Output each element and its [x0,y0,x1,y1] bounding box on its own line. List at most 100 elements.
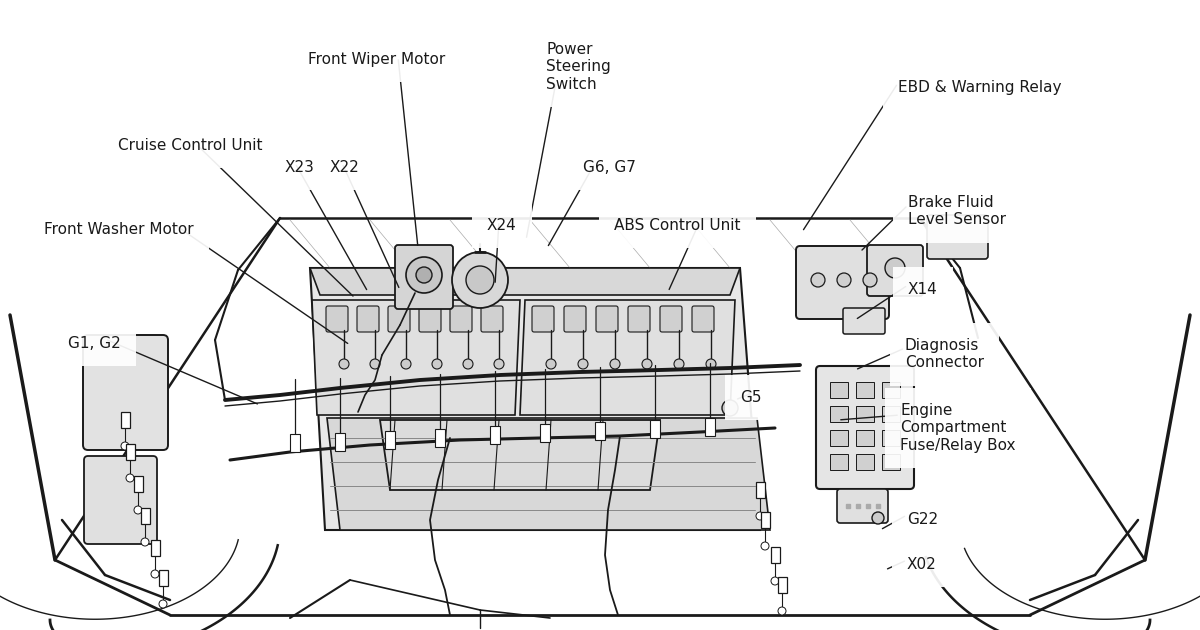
FancyBboxPatch shape [816,366,914,489]
Circle shape [642,359,652,369]
Bar [830,382,848,398]
FancyBboxPatch shape [83,335,168,450]
Bar [830,454,848,470]
Bar [335,433,346,450]
FancyBboxPatch shape [450,306,472,332]
Circle shape [761,542,769,550]
Circle shape [722,400,738,416]
Text: X22: X22 [330,160,360,175]
Bar [761,512,770,528]
Text: Brake Fluid
Level Sensor: Brake Fluid Level Sensor [908,195,1006,227]
Bar [595,422,605,440]
Polygon shape [326,418,770,530]
Circle shape [494,359,504,369]
Circle shape [838,273,851,287]
Bar [856,406,874,422]
Circle shape [772,577,779,585]
Polygon shape [520,300,734,415]
Bar [385,430,395,449]
FancyBboxPatch shape [928,215,988,259]
Circle shape [142,538,149,546]
Circle shape [151,570,158,578]
Bar [856,382,874,398]
FancyBboxPatch shape [796,246,889,319]
Bar [706,418,715,436]
FancyBboxPatch shape [692,306,714,332]
Bar [151,540,160,556]
Polygon shape [310,268,760,530]
Bar [490,427,500,444]
Text: X24: X24 [487,218,517,233]
Bar [772,547,780,563]
Polygon shape [380,420,660,490]
Text: Front Washer Motor: Front Washer Motor [44,222,193,237]
Text: Power
Steering
Switch: Power Steering Switch [546,42,611,92]
FancyBboxPatch shape [866,245,923,296]
Circle shape [756,512,764,520]
Text: G22: G22 [907,512,938,527]
Circle shape [863,273,877,287]
Circle shape [578,359,588,369]
Text: EBD & Warning Relay: EBD & Warning Relay [898,80,1062,95]
Circle shape [416,267,432,283]
FancyBboxPatch shape [596,306,618,332]
Bar [540,425,550,442]
Polygon shape [312,300,520,415]
Circle shape [126,474,134,482]
Circle shape [872,512,884,524]
Bar [121,412,130,428]
Circle shape [452,252,508,308]
Circle shape [134,506,142,514]
FancyBboxPatch shape [481,306,503,332]
Text: X23: X23 [286,160,314,175]
Bar [856,430,874,446]
Bar [134,476,143,492]
Bar [882,454,900,470]
Bar [830,406,848,422]
Polygon shape [310,268,740,295]
Bar [290,435,300,452]
Text: G6, G7: G6, G7 [583,160,636,175]
Circle shape [811,273,826,287]
Bar [126,444,134,460]
FancyBboxPatch shape [326,306,348,332]
Text: G1, G2: G1, G2 [68,336,121,351]
Circle shape [706,359,716,369]
FancyBboxPatch shape [842,308,886,334]
Circle shape [406,257,442,293]
Circle shape [370,359,380,369]
Text: Cruise Control Unit: Cruise Control Unit [118,138,263,153]
FancyBboxPatch shape [395,245,454,309]
FancyBboxPatch shape [660,306,682,332]
Text: X14: X14 [908,282,937,297]
Bar [650,420,660,438]
FancyBboxPatch shape [628,306,650,332]
Text: Engine
Compartment
Fuse/Relay Box: Engine Compartment Fuse/Relay Box [900,403,1015,453]
Text: Front Wiper Motor: Front Wiper Motor [308,52,445,67]
Text: X02: X02 [907,557,937,572]
Circle shape [886,258,905,278]
Circle shape [401,359,410,369]
Bar [830,430,848,446]
Text: G5: G5 [740,390,762,405]
Circle shape [121,442,130,450]
FancyBboxPatch shape [532,306,554,332]
Circle shape [432,359,442,369]
FancyBboxPatch shape [419,306,442,332]
Text: ABS Control Unit: ABS Control Unit [614,218,740,233]
Bar [778,577,787,593]
Circle shape [466,266,494,294]
Circle shape [340,359,349,369]
FancyBboxPatch shape [358,306,379,332]
Circle shape [674,359,684,369]
Circle shape [610,359,620,369]
Text: Diagnosis
Connector: Diagnosis Connector [905,338,984,370]
Bar [142,508,150,524]
Circle shape [546,359,556,369]
FancyBboxPatch shape [838,489,888,523]
Bar [882,430,900,446]
FancyBboxPatch shape [84,456,157,544]
Bar [756,482,766,498]
Circle shape [778,607,786,615]
Bar [856,454,874,470]
